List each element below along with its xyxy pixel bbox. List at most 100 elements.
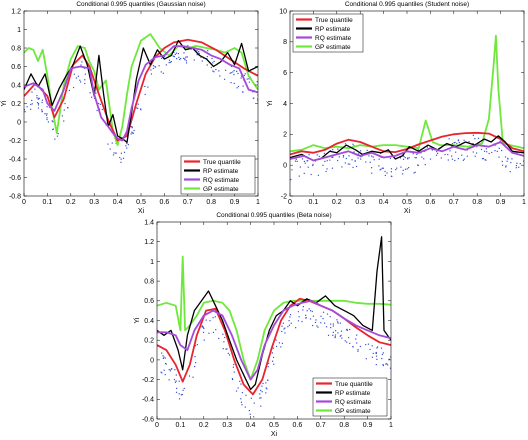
sample-point — [324, 160, 326, 163]
sample-point — [340, 330, 343, 332]
sample-point — [91, 96, 93, 98]
sample-point — [120, 161, 122, 163]
sample-point — [182, 389, 184, 391]
legend-entry: RP estimate — [315, 26, 351, 33]
sample-point — [46, 113, 48, 115]
sample-point — [390, 171, 392, 173]
sample-point — [456, 142, 458, 145]
sample-point — [436, 150, 438, 153]
sample-point — [389, 367, 391, 369]
sample-point — [368, 155, 370, 157]
sample-point — [237, 85, 240, 88]
sample-point — [342, 156, 345, 158]
sample-point — [302, 309, 304, 311]
sample-point — [408, 167, 410, 169]
x-axis-label: Xi — [404, 208, 411, 215]
legend-entry: RQ estimate — [203, 177, 240, 184]
sample-point — [347, 163, 349, 165]
sample-point — [171, 367, 173, 370]
sample-point — [316, 325, 318, 327]
sample-point — [382, 352, 384, 354]
sample-point — [240, 398, 242, 400]
sample-point — [341, 337, 343, 339]
sample-points — [160, 306, 391, 418]
sample-point — [316, 154, 318, 156]
sample-point — [246, 78, 248, 80]
sample-point — [241, 392, 244, 394]
sample-point — [224, 336, 226, 339]
sample-point — [504, 156, 507, 158]
x-tick-label: 0.6 — [426, 199, 436, 206]
sample-point — [259, 393, 261, 395]
x-tick-label: 0.8 — [206, 199, 216, 206]
sample-point — [458, 141, 460, 144]
sample-point — [449, 150, 451, 152]
sample-point — [354, 160, 356, 162]
sample-points — [24, 45, 258, 163]
x-tick-label: 0.7 — [183, 199, 193, 206]
sample-point — [302, 306, 304, 308]
sample-point — [406, 157, 409, 159]
x-tick-label: 0.2 — [66, 199, 76, 206]
sample-point — [516, 162, 518, 164]
sample-point — [485, 159, 487, 161]
sample-point — [429, 158, 432, 160]
sample-point — [332, 156, 334, 158]
sample-point — [271, 352, 274, 354]
sample-point — [468, 141, 470, 143]
x-tick-label: 0.4 — [246, 422, 256, 429]
sample-point — [245, 394, 247, 396]
sample-point — [342, 155, 345, 157]
y-tick-label: 8 — [283, 39, 287, 46]
sample-point — [476, 146, 478, 148]
sample-point — [41, 99, 44, 101]
x-tick-label: 0.5 — [269, 422, 279, 429]
sample-point — [421, 156, 423, 158]
y-tick-label: 1 — [17, 27, 21, 34]
sample-point — [198, 53, 200, 55]
sample-point — [295, 327, 297, 329]
sample-point — [241, 404, 243, 406]
sample-point — [265, 382, 267, 384]
sample-point — [334, 336, 336, 338]
sample-point — [164, 55, 166, 57]
y-tick-label: 6 — [283, 70, 287, 77]
series-line-rq-estimate — [157, 299, 391, 381]
sample-point — [372, 156, 374, 158]
sample-point — [84, 73, 86, 75]
sample-point — [322, 164, 324, 166]
sample-point — [257, 100, 258, 102]
sample-point — [170, 61, 172, 63]
sample-point — [296, 160, 298, 162]
sample-point — [218, 70, 220, 72]
x-tick-label: 0.4 — [113, 199, 123, 206]
sample-point — [140, 109, 142, 111]
sample-point — [54, 138, 56, 140]
sample-point — [227, 352, 229, 354]
sample-point — [353, 145, 355, 147]
x-tick-label: 0.9 — [363, 422, 373, 429]
legend-entry: RP estimate — [203, 168, 239, 175]
y-tick-label: 1.2 — [144, 239, 154, 246]
sample-point — [371, 356, 374, 358]
sample-point — [140, 108, 142, 110]
legend-entry: True quantile — [315, 17, 353, 24]
sample-point — [310, 173, 312, 176]
sample-point — [290, 178, 292, 181]
sample-point — [61, 115, 63, 117]
sample-point — [260, 405, 262, 407]
sample-point — [233, 363, 235, 366]
sample-point — [331, 156, 333, 159]
sample-point — [280, 346, 282, 348]
x-tick-label: 0.1 — [43, 199, 53, 206]
sample-point — [376, 358, 378, 360]
sample-point — [417, 164, 419, 166]
y-tick-label: -0.4 — [142, 397, 154, 404]
sample-point — [177, 53, 180, 55]
sample-point — [391, 175, 393, 178]
sample-point — [381, 357, 383, 360]
y-tick-label: 0.2 — [11, 101, 21, 108]
chart-title: Conditional 0.995 quantiles (Beta noise) — [216, 212, 331, 219]
sample-point — [357, 350, 359, 352]
y-tick-label: 0 — [283, 163, 287, 170]
